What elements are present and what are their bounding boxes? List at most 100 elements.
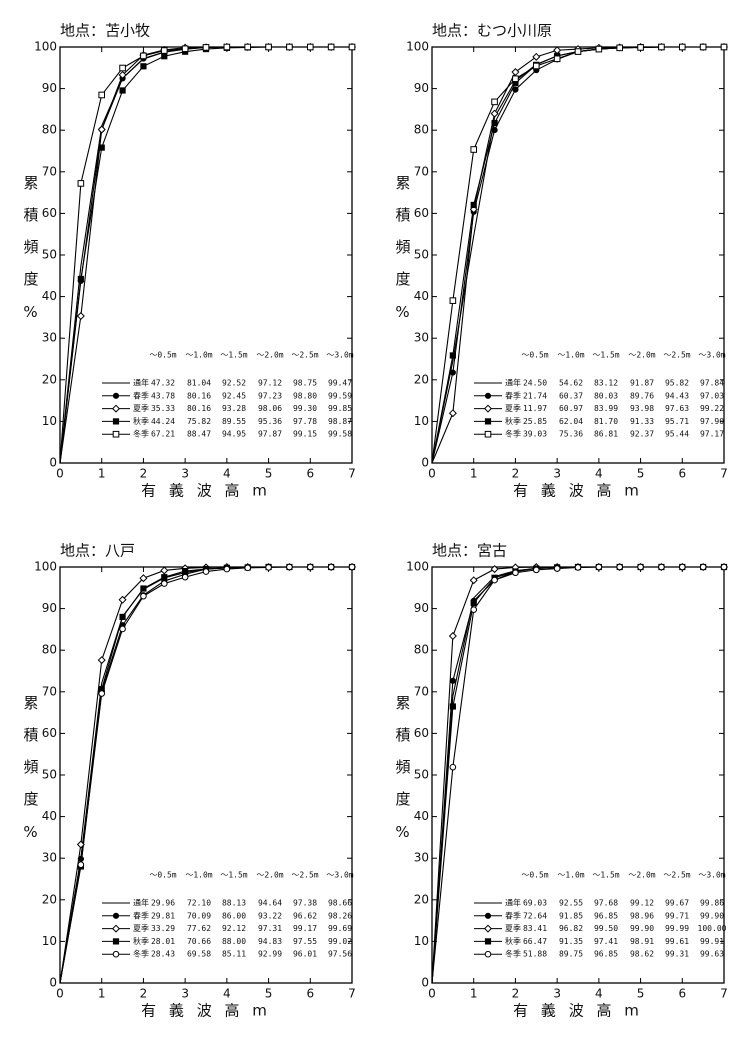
point: [161, 53, 168, 60]
table-cell: 83.41: [523, 924, 547, 933]
table-cell: 97.63: [665, 404, 689, 413]
point: [699, 563, 707, 571]
table-cell: 99.71: [665, 911, 689, 920]
legend-label: 通年: [505, 898, 521, 908]
x-tick-label: 5: [637, 467, 645, 481]
table-cell: 29.81: [151, 911, 175, 920]
table-cell: 88.47: [187, 430, 211, 439]
table-cell: 99.61: [665, 937, 689, 946]
point: [637, 44, 644, 51]
legend-marker: [111, 404, 121, 413]
y-axis-label: 累積頻度%: [394, 175, 412, 338]
point: [118, 595, 127, 604]
legend-marker: [483, 924, 493, 933]
table-cell: 89.76: [630, 391, 654, 400]
legend-marker: [484, 950, 492, 958]
legend-marker: [112, 392, 120, 399]
y-axis-label: 累積頻度%: [22, 695, 40, 858]
point: [98, 144, 105, 151]
table-cell: 97.84: [700, 379, 724, 388]
y-tick-label: 30: [42, 331, 57, 345]
point: [512, 569, 519, 577]
point: [470, 599, 477, 607]
table-cell: 33.29: [151, 924, 175, 933]
legend-marker: [484, 938, 492, 945]
x-tick-label: 2: [512, 987, 520, 1001]
table-header: ～3.0m: [698, 871, 725, 880]
point: [449, 677, 456, 684]
legend-marker: [484, 430, 492, 438]
point: [532, 566, 540, 574]
table-cell: 86.81: [594, 430, 618, 439]
table-bg: [98, 347, 348, 431]
table-cell: 95.82: [665, 379, 689, 388]
y-tick-label: 100: [406, 560, 429, 574]
y-tick-label: 50: [414, 248, 429, 262]
point: [286, 43, 293, 51]
x-tick-label: 0: [428, 987, 436, 1001]
legend-marker: [111, 924, 121, 933]
point: [491, 120, 498, 127]
legend-marker: [484, 912, 492, 919]
table-cell: 97.12: [258, 379, 282, 388]
point: [574, 48, 582, 55]
table-cell: 98.87: [328, 417, 352, 426]
table-cell: 29.96: [151, 899, 175, 908]
point: [470, 146, 478, 153]
y-tick-label: 40: [414, 809, 429, 823]
point: [512, 86, 519, 93]
table-cell: 72.64: [523, 911, 547, 920]
chart-panel: 地点：むつ小川原 0 10 20 30 40 50 60 70 80 90 100 0 1 2 3 4 5 6 7 累積…: [394, 22, 729, 500]
x-tick-label: 3: [181, 467, 189, 481]
chart-title: 地点：むつ小川原: [432, 22, 552, 40]
point: [658, 43, 665, 51]
y-tick-label: 80: [414, 643, 429, 657]
table-cell: 98.06: [258, 404, 282, 413]
table-cell: 28.01: [151, 937, 175, 946]
table-cell: 95.71: [665, 417, 689, 426]
legend-label: 通年: [505, 378, 521, 388]
x-tick-label: 0: [428, 467, 436, 481]
y-tick-label: 100: [406, 40, 429, 54]
point: [448, 409, 457, 418]
y-tick-label: 0: [421, 456, 429, 470]
table-cell: 96.85: [594, 950, 618, 959]
table-cell: 70.09: [187, 911, 211, 920]
y-tick-label: 50: [414, 768, 429, 782]
table-cell: 25.85: [523, 417, 547, 426]
table-cell: 28.43: [151, 950, 175, 959]
point: [160, 47, 168, 54]
legend-label: 秋季: [133, 936, 149, 946]
legend-label: 冬季: [133, 949, 149, 959]
legend-label: 春季: [133, 390, 149, 400]
x-tick-label: 3: [181, 987, 189, 1001]
table-cell: 92.52: [222, 379, 246, 388]
point: [119, 64, 126, 72]
legend-label: 秋季: [505, 416, 521, 426]
legend-label: 春季: [133, 910, 149, 920]
y-axis-label: 累積頻度%: [22, 175, 40, 338]
point: [202, 44, 210, 51]
point: [119, 625, 126, 633]
point: [139, 574, 148, 583]
x-tick-label: 4: [595, 987, 603, 1001]
point: [449, 369, 456, 376]
table-cell: 97.55: [293, 937, 317, 946]
table-bg: [470, 867, 720, 951]
table-cell: 66.47: [523, 937, 547, 946]
table-cell: 83.99: [594, 404, 618, 413]
point: [616, 44, 624, 52]
y-tick-label: 0: [421, 976, 429, 990]
table-cell: 92.37: [630, 430, 654, 439]
table-cell: 97.90: [700, 417, 724, 426]
table-header: ～0.5m: [149, 871, 176, 880]
y-tick-label: 90: [42, 81, 57, 95]
y-tick-label: 70: [414, 684, 429, 698]
table-header: ～2.0m: [256, 351, 283, 360]
x-tick-label: 6: [678, 467, 686, 481]
y-tick-label: 60: [414, 726, 429, 740]
point: [490, 565, 499, 574]
table-cell: 97.56: [328, 950, 352, 959]
table-cell: 99.85: [328, 404, 352, 413]
y-tick-label: 10: [42, 934, 57, 948]
